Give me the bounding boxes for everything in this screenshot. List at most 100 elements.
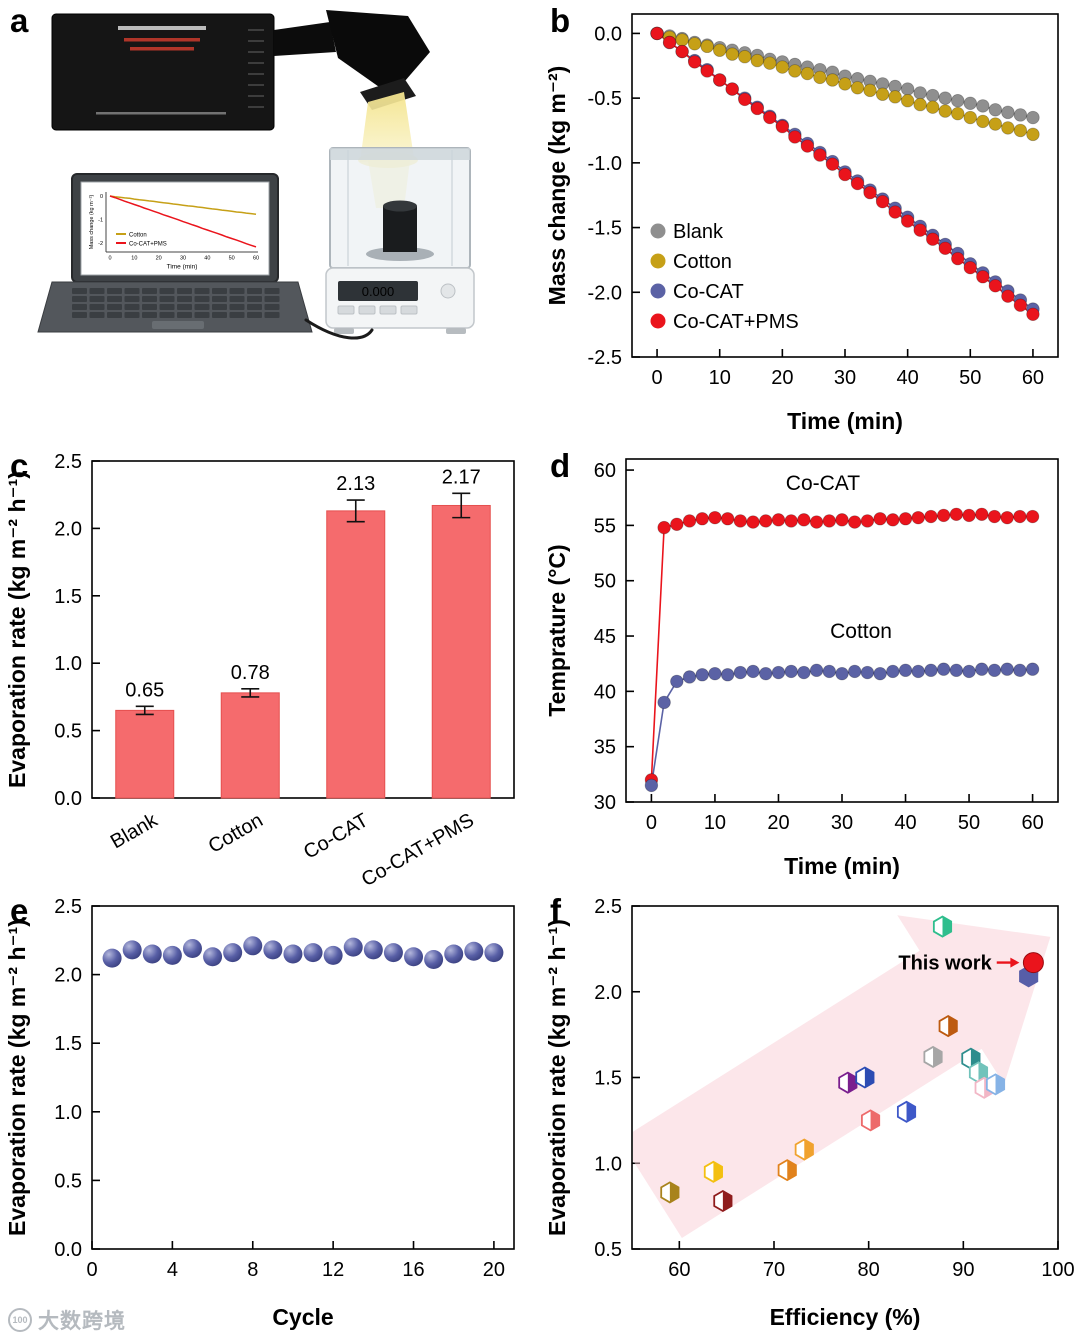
svg-text:30: 30 <box>180 256 186 262</box>
svg-text:Cotton: Cotton <box>673 251 732 273</box>
svg-text:20: 20 <box>483 1259 505 1281</box>
svg-text:Temprature (°C): Temprature (°C) <box>544 544 570 716</box>
panel-c: c 0.0 0.5 1.0 1.5 2.0 2.5 Evaporation rate (kg… <box>0 445 540 890</box>
panel-label-b: b <box>550 2 571 39</box>
svg-text:2.17: 2.17 <box>442 466 481 488</box>
svg-text:60: 60 <box>1022 367 1044 389</box>
panel-label-e: e <box>10 892 29 929</box>
svg-text:2.5: 2.5 <box>594 896 622 918</box>
svg-text:Co-CAT+PMS: Co-CAT+PMS <box>673 311 799 333</box>
panel-d: d 0 10 20 30 40 50 60 30 35 40 45 50 55 60 Time (min) T… <box>540 445 1080 890</box>
svg-text:30: 30 <box>834 367 856 389</box>
svg-text:10: 10 <box>704 812 726 834</box>
svg-text:8: 8 <box>247 1259 258 1281</box>
svg-text:0.0: 0.0 <box>594 23 622 45</box>
svg-text:0.000: 0.000 <box>362 284 395 299</box>
svg-text:Co-CAT+PMS: Co-CAT+PMS <box>129 242 167 248</box>
panel-e: e 0 4 8 12 16 20 0.0 0.5 1.0 1.5 2.0 2.5 Cycle Evapor… <box>0 890 540 1341</box>
svg-text:100: 100 <box>1041 1259 1074 1281</box>
svg-text:0.0: 0.0 <box>54 1239 82 1261</box>
svg-text:60: 60 <box>594 460 616 482</box>
svg-text:1.0: 1.0 <box>54 1102 82 1124</box>
panel-a: a 0.000 0 10 20 30 40 50 60 0 -1 -2 Time (min) Mass … <box>0 0 540 445</box>
svg-text:-2.0: -2.0 <box>588 282 622 304</box>
watermark-text: 大数跨境 <box>38 1310 126 1333</box>
svg-text:0: 0 <box>646 812 657 834</box>
svg-text:2.13: 2.13 <box>336 473 375 495</box>
svg-text:0: 0 <box>100 194 103 200</box>
svg-text:0.0: 0.0 <box>54 788 82 810</box>
svg-text:Evaporation rate (kg m⁻² h⁻¹): Evaporation rate (kg m⁻² h⁻¹) <box>4 919 30 1236</box>
svg-text:0.5: 0.5 <box>594 1239 622 1261</box>
svg-text:40: 40 <box>594 681 616 703</box>
svg-text:50: 50 <box>594 571 616 593</box>
svg-text:50: 50 <box>229 256 235 262</box>
svg-text:Time (min): Time (min) <box>784 853 900 879</box>
svg-text:-2.5: -2.5 <box>588 347 622 369</box>
svg-text:1.5: 1.5 <box>54 1033 82 1055</box>
panel-f: f 60 70 80 90 100 0.5 1.0 1.5 2.0 2.5 Efficiency (… <box>540 890 1080 1341</box>
svg-text:0.78: 0.78 <box>231 662 270 684</box>
svg-text:Time (min): Time (min) <box>787 408 903 434</box>
panel-label-f: f <box>550 892 561 929</box>
svg-text:0.65: 0.65 <box>125 679 164 701</box>
svg-text:2.5: 2.5 <box>54 451 82 473</box>
panel-label-d: d <box>550 447 571 484</box>
svg-text:30: 30 <box>594 792 616 814</box>
svg-text:30: 30 <box>831 812 853 834</box>
svg-text:Blank: Blank <box>673 221 724 243</box>
svg-text:1.0: 1.0 <box>594 1153 622 1175</box>
svg-text:Co-CAT: Co-CAT <box>786 472 860 495</box>
svg-text:1.5: 1.5 <box>54 586 82 608</box>
svg-text:2.5: 2.5 <box>54 896 82 918</box>
svg-text:0.5: 0.5 <box>54 721 82 743</box>
svg-text:90: 90 <box>952 1259 974 1281</box>
svg-text:0.5: 0.5 <box>54 1170 82 1192</box>
chart-literature-comparison: 60 70 80 90 100 0.5 1.0 1.5 2.0 2.5 Efficiency (%)… <box>544 896 1075 1330</box>
svg-text:55: 55 <box>594 515 616 537</box>
svg-text:Time (min): Time (min) <box>167 264 198 271</box>
svg-text:Evaporation rate (kg m⁻² h⁻¹): Evaporation rate (kg m⁻² h⁻¹) <box>544 919 570 1236</box>
svg-text:Mass change (kg m⁻²): Mass change (kg m⁻²) <box>89 195 95 250</box>
svg-text:1.5: 1.5 <box>594 1068 622 1090</box>
panel-label-a: a <box>10 2 29 39</box>
panel-label-c: c <box>10 447 29 484</box>
svg-text:2.0: 2.0 <box>54 518 82 540</box>
svg-text:Co-CAT+PMS: Co-CAT+PMS <box>358 809 478 890</box>
svg-text:0: 0 <box>86 1259 97 1281</box>
svg-text:0: 0 <box>651 367 662 389</box>
svg-text:Cycle: Cycle <box>272 1304 333 1330</box>
svg-text:50: 50 <box>958 812 980 834</box>
svg-text:Cotton: Cotton <box>830 620 892 643</box>
experimental-setup-illustration: 0.000 0 10 20 30 40 50 60 0 -1 -2 Time (min) Mass ch… <box>37 10 475 340</box>
svg-text:Co-CAT: Co-CAT <box>673 281 744 303</box>
svg-text:-2: -2 <box>98 241 103 247</box>
watermark-logo-icon: 100 <box>8 1308 32 1332</box>
svg-text:Evaporation rate (kg m⁻² h⁻¹): Evaporation rate (kg m⁻² h⁻¹) <box>4 471 30 788</box>
svg-text:2.0: 2.0 <box>594 982 622 1004</box>
svg-text:70: 70 <box>763 1259 785 1281</box>
chart-cycling-stability: 0 4 8 12 16 20 0.0 0.5 1.0 1.5 2.0 2.5 Cycle Evaporat… <box>4 896 515 1330</box>
svg-text:40: 40 <box>204 256 210 262</box>
svg-text:4: 4 <box>167 1259 178 1281</box>
chart-mass-change: 0 10 20 30 40 50 60 0.0 -0.5 -1.0 -1.5 -2.0 -2.5 Time… <box>544 13 1059 434</box>
svg-text:-1.5: -1.5 <box>588 218 622 240</box>
svg-text:20: 20 <box>767 812 789 834</box>
panel-b: b 0 10 20 30 40 50 60 0.0 -0.5 -1.0 -1.5 -2.0 -2.5 Ti… <box>540 0 1080 445</box>
svg-text:80: 80 <box>858 1259 880 1281</box>
svg-text:40: 40 <box>897 367 919 389</box>
svg-text:12: 12 <box>322 1259 344 1281</box>
svg-text:20: 20 <box>156 256 162 262</box>
svg-text:-0.5: -0.5 <box>588 88 622 110</box>
svg-text:60: 60 <box>668 1259 690 1281</box>
svg-text:16: 16 <box>402 1259 424 1281</box>
chart-evaporation-rate-bars: 0.0 0.5 1.0 1.5 2.0 2.5 Evaporation rate (kg m… <box>4 451 515 890</box>
svg-text:This work: This work <box>898 953 992 975</box>
chart-temperature: 0 10 20 30 40 50 60 30 35 40 45 50 55 60 Time (min) Tem… <box>544 458 1059 879</box>
svg-text:Cotton: Cotton <box>205 809 267 858</box>
svg-text:-1.0: -1.0 <box>588 153 622 175</box>
svg-text:Co-CAT: Co-CAT <box>300 809 372 863</box>
svg-text:45: 45 <box>594 626 616 648</box>
svg-text:60: 60 <box>1021 812 1043 834</box>
